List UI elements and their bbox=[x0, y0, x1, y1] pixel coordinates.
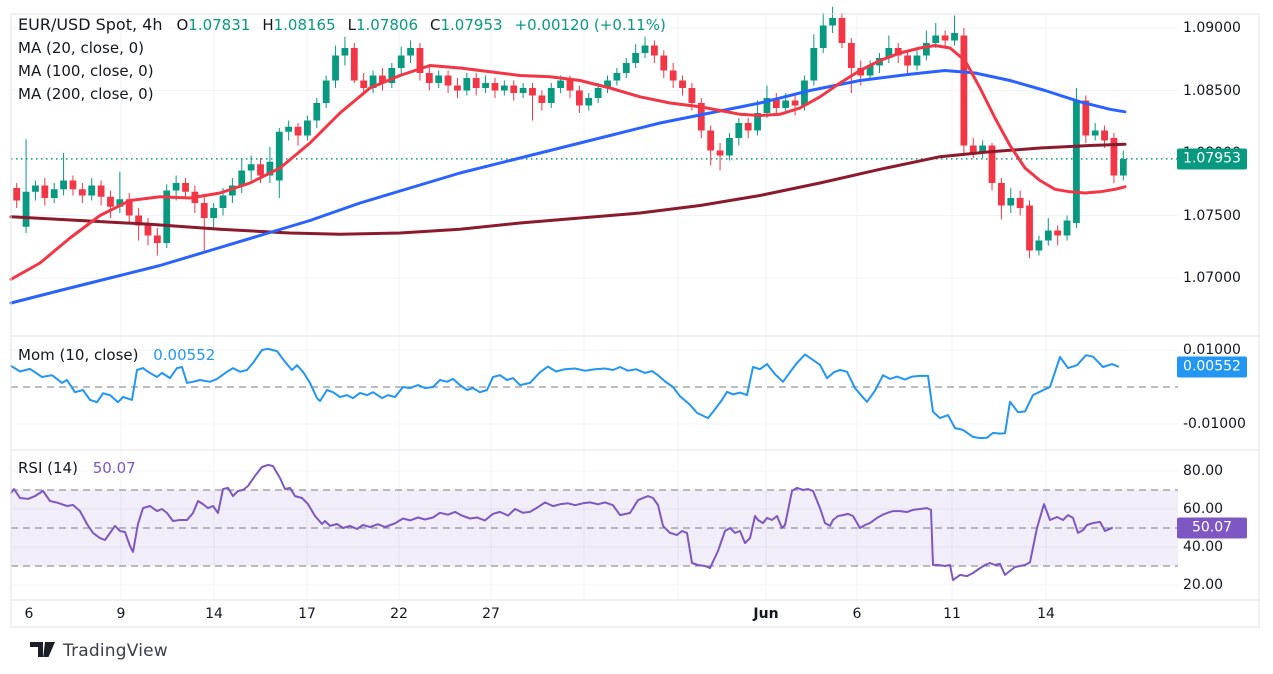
time-axis-label: 14 bbox=[1037, 606, 1055, 622]
ohlc-close-letter: C bbox=[430, 16, 441, 34]
symbol-ohlc-row: EUR/USD Spot, 4h O1.07831 H1.08165 L1.07806… bbox=[18, 13, 666, 37]
ma20-legend: MA (20, close, 0) bbox=[18, 39, 145, 57]
time-axis-label: 27 bbox=[482, 606, 500, 622]
time-axis-label: 17 bbox=[298, 606, 316, 622]
rsi-value: 50.07 bbox=[92, 459, 136, 477]
time-axis-label: 6 bbox=[24, 606, 34, 622]
tradingview-logo-icon bbox=[30, 641, 55, 657]
time-axis-label: 9 bbox=[116, 606, 126, 622]
rsi-axis-label: 60.00 bbox=[1183, 501, 1224, 517]
time-axis-label: 22 bbox=[390, 606, 408, 622]
time-axis-label: 6 bbox=[852, 606, 862, 622]
momentum-value: 0.00552 bbox=[153, 346, 216, 364]
ma100-legend: MA (100, close, 0) bbox=[18, 62, 154, 80]
rsi-label: RSI (14) bbox=[18, 459, 78, 477]
momentum-axis-label: 0.01000 bbox=[1183, 342, 1241, 358]
price-axis-label: 1.08500 bbox=[1183, 82, 1241, 99]
momentum-value-badge: 0.00552 bbox=[1177, 356, 1247, 378]
momentum-legend: Mom (10, close) 0.00552 bbox=[18, 346, 215, 364]
ohlc-low-value: 1.07806 bbox=[355, 16, 419, 34]
momentum-axis-label: -0.01000 bbox=[1183, 416, 1246, 432]
price-axis-label: 1.07500 bbox=[1183, 207, 1241, 224]
ohlc-open-letter: O bbox=[176, 16, 189, 34]
tradingview-brand-text: TradingView bbox=[63, 641, 168, 661]
symbol-title: EUR/USD Spot, 4h bbox=[18, 15, 163, 34]
last-price-badge: 1.07953 bbox=[1177, 148, 1247, 170]
rsi-axis-label: 80.00 bbox=[1183, 463, 1224, 479]
rsi-value-badge: 50.07 bbox=[1177, 517, 1247, 539]
time-axis-label: 14 bbox=[205, 606, 223, 622]
ohlc-high-letter: H bbox=[262, 16, 274, 34]
tradingview-attribution[interactable]: TradingView bbox=[30, 641, 168, 661]
rsi-axis-label: 40.00 bbox=[1183, 539, 1224, 555]
rsi-axis-label: 20.00 bbox=[1183, 577, 1224, 593]
time-axis-label: 11 bbox=[943, 606, 961, 622]
momentum-label: Mom (10, close) bbox=[18, 346, 139, 364]
price-axis-label: 1.09000 bbox=[1183, 20, 1241, 36]
time-axis-label: Jun bbox=[753, 606, 779, 622]
ma200-legend: MA (200, close, 0) bbox=[18, 85, 154, 103]
ohlc-high-value: 1.08165 bbox=[273, 16, 336, 34]
ohlc-low-letter: L bbox=[347, 16, 356, 34]
main-legend: EUR/USD Spot, 4h O1.07831 H1.08165 L1.07806… bbox=[18, 13, 666, 106]
price-axis-label: 1.07000 bbox=[1183, 270, 1241, 286]
ohlc-open-value: 1.07831 bbox=[188, 16, 251, 34]
ohlc-close-value: 1.07953 bbox=[440, 16, 503, 34]
ohlc-change: +0.00120 (+0.11%) bbox=[514, 16, 666, 34]
rsi-legend: RSI (14) 50.07 bbox=[18, 459, 136, 477]
